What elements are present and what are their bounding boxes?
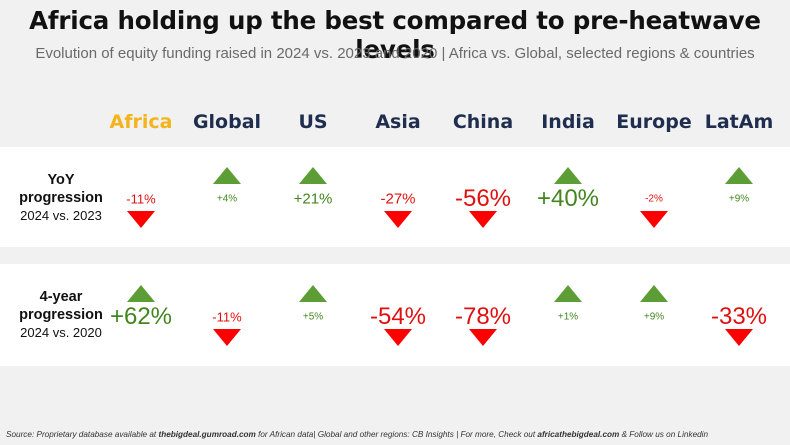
source-text: & Follow us on Linkedin	[619, 430, 709, 439]
arrow-up-icon	[640, 285, 668, 302]
value-label: -78%	[454, 303, 512, 330]
chart-title: Africa holding up the best compared to p…	[29, 6, 761, 64]
arrow-down-icon	[640, 211, 668, 228]
value-label: +62%	[109, 303, 173, 330]
row-label-period: 2024 vs. 2020	[20, 325, 102, 340]
row-label-period: 2024 vs. 2023	[20, 208, 102, 223]
value-label: +4%	[216, 193, 238, 205]
arrow-down-icon	[384, 211, 412, 228]
arrow-down-icon	[127, 211, 155, 228]
source-link-website[interactable]: africathebigdeal.com	[537, 430, 620, 439]
value-label: -11%	[126, 191, 156, 207]
chart-subtitle: Evolution of equity funding raised in 20…	[35, 45, 755, 62]
row-band-4year	[0, 264, 790, 366]
row-label-subtitle: progression	[19, 307, 103, 323]
arrow-up-icon	[213, 167, 241, 184]
row-label-title: 4-year	[39, 289, 83, 305]
arrow-down-icon	[213, 329, 241, 346]
arrow-up-icon	[127, 285, 155, 302]
value-label: -11%	[212, 309, 242, 325]
value-label: +1%	[557, 311, 579, 323]
column-header: China	[452, 111, 514, 133]
source-text: Source: Proprietary database available a…	[6, 430, 159, 439]
arrow-down-icon	[469, 329, 497, 346]
source-link-gumroad[interactable]: thebigdeal.gumroad.com	[158, 430, 256, 439]
value-label: -2%	[645, 193, 663, 205]
value-label: -54%	[369, 303, 427, 330]
value-label: -33%	[710, 303, 768, 330]
column-header: US	[298, 111, 328, 133]
row-band-yoy	[0, 147, 790, 247]
column-header: Global	[192, 111, 262, 133]
column-header: LatAm	[704, 111, 774, 133]
arrow-up-icon	[554, 167, 582, 184]
value-label: +5%	[302, 311, 324, 323]
value-label: +21%	[293, 190, 333, 208]
row-label-title: YoY	[47, 172, 75, 188]
column-header: Africa	[109, 111, 173, 133]
arrow-up-icon	[725, 167, 753, 184]
value-label: -56%	[454, 185, 512, 212]
value-label: +9%	[643, 311, 665, 323]
source-text: for African data| Global and other regio…	[255, 430, 538, 439]
arrow-up-icon	[299, 167, 327, 184]
column-header: Europe	[616, 111, 692, 133]
value-label: +9%	[728, 193, 750, 205]
value-label: -27%	[380, 190, 416, 208]
arrow-down-icon	[469, 211, 497, 228]
arrow-up-icon	[554, 285, 582, 302]
row-label-yoy: YoY progression 2024 vs. 2023	[0, 171, 122, 224]
row-label-subtitle: progression	[19, 190, 103, 206]
arrow-down-icon	[725, 329, 753, 346]
row-label-4year: 4-year progression 2024 vs. 2020	[0, 288, 122, 341]
column-header: Asia	[375, 111, 421, 133]
column-header: India	[541, 111, 595, 133]
source-note: Source: Proprietary database available a…	[6, 430, 708, 439]
arrow-up-icon	[299, 285, 327, 302]
value-label: +40%	[536, 185, 600, 212]
arrow-down-icon	[384, 329, 412, 346]
